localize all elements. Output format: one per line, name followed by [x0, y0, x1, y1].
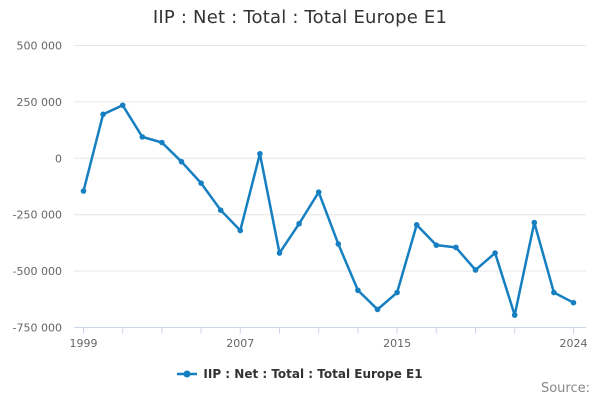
y-axis-tick-label: -750 000	[13, 322, 62, 335]
data-point-marker[interactable]	[100, 111, 106, 118]
legend-line-marker-icon	[177, 370, 198, 378]
data-point-marker[interactable]	[374, 306, 381, 313]
data-point-marker[interactable]	[335, 241, 342, 247]
data-point-marker[interactable]	[119, 102, 126, 109]
chart-title: IIP : Net : Total : Total Europe E1	[152, 7, 448, 28]
legend-label: IIP : Net : Total : Total Europe E1	[203, 367, 423, 381]
x-axis-tick-label: 2007	[226, 337, 254, 350]
y-axis-tick-label: 500 000	[17, 40, 63, 53]
data-point-marker[interactable]	[276, 250, 283, 256]
data-point-marker[interactable]	[217, 207, 224, 213]
data-point-marker[interactable]	[472, 267, 479, 273]
legend-item[interactable]: IIP : Net : Total : Total Europe E1	[0, 365, 600, 383]
data-point-marker[interactable]	[257, 150, 263, 157]
source-label: Source:	[540, 381, 590, 396]
series-line[interactable]	[82, 104, 575, 317]
data-point-marker[interactable]	[492, 250, 498, 256]
data-point-marker[interactable]	[139, 134, 146, 140]
data-point-marker[interactable]	[551, 289, 557, 296]
data-point-marker[interactable]	[413, 222, 420, 228]
data-point-marker[interactable]	[315, 189, 322, 195]
y-axis-tick-label: -250 000	[13, 209, 62, 222]
data-point-marker[interactable]	[296, 220, 302, 227]
data-point-marker[interactable]	[433, 242, 440, 248]
data-point-marker[interactable]	[453, 244, 459, 251]
data-point-marker[interactable]	[178, 158, 185, 165]
y-axis-tick-label: 0	[55, 152, 62, 165]
data-point-marker[interactable]	[355, 287, 361, 294]
data-point-marker[interactable]	[531, 219, 538, 226]
x-axis-tick-label: 1999	[70, 337, 98, 350]
data-point-marker[interactable]	[570, 299, 577, 306]
data-point-marker[interactable]	[394, 289, 400, 296]
x-axis-tick-label: 2015	[383, 337, 411, 350]
y-axis-tick-label: -500 000	[13, 265, 62, 278]
data-point-marker[interactable]	[237, 227, 244, 234]
y-axis-tick-label: 250 000	[17, 96, 63, 109]
line-chart-plot-area[interactable]: 500 000 250 000 0 -250 000 -500 000 -750 000 1…	[0, 0, 600, 362]
data-point-marker[interactable]	[511, 312, 518, 318]
data-point-marker[interactable]	[80, 188, 87, 194]
x-axis-tick-label: 2024	[560, 337, 588, 350]
data-point-marker[interactable]	[198, 180, 204, 186]
data-point-marker[interactable]	[159, 139, 165, 146]
